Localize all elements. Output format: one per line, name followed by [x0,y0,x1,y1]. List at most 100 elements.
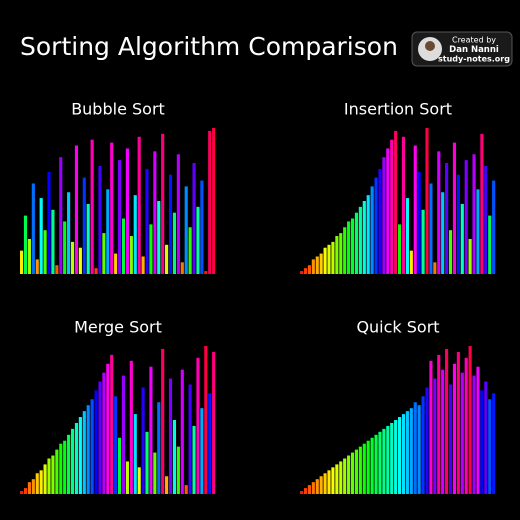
bar [464,160,468,274]
bar [184,186,188,274]
bar [382,428,386,494]
bar [106,363,110,494]
bar [386,425,390,494]
bar [417,405,421,494]
bar [354,212,359,274]
bar [59,157,63,274]
bar [343,458,347,494]
bar [441,369,445,494]
bar [188,227,192,274]
bar [300,271,304,274]
bar [196,357,200,494]
bar [145,431,149,494]
bar [141,387,145,494]
bar [413,402,417,494]
bar [394,420,398,494]
bar [212,128,216,274]
bar [327,470,331,494]
bar [82,177,86,274]
bar [347,455,351,494]
bar [23,215,28,274]
bar [452,363,457,494]
page-title: Sorting Algorithm Comparison [20,32,398,61]
bar [137,467,141,494]
bar [55,265,59,274]
bar [145,168,149,274]
bar [70,428,75,494]
bar [165,244,169,274]
bar [180,262,184,274]
bar [118,437,122,494]
bar [86,203,90,274]
bar [82,411,86,494]
bar [47,458,51,494]
bar [133,195,137,274]
bar [121,218,126,274]
bar [47,171,51,274]
bar [118,160,122,274]
bar [157,402,161,494]
bar [378,431,382,494]
bar [59,443,63,494]
bar [55,449,59,494]
bar [204,346,208,494]
bar [137,136,141,274]
bar [74,145,79,274]
bar [180,369,184,494]
bar [421,209,425,274]
bar [311,482,315,494]
bar [200,180,204,274]
bar [121,375,126,494]
bar [445,163,449,274]
bar [110,142,114,274]
credit-name: Dan Nanni [449,45,499,55]
bar [437,354,441,494]
bar [20,491,24,494]
bar [31,479,35,494]
bar [133,414,137,494]
bar [445,348,449,494]
bar [319,476,323,494]
bar [448,384,453,494]
bar [409,408,413,494]
bar [165,476,169,494]
bar [300,491,304,494]
bar [488,215,492,274]
credit-line: Created by [452,36,496,45]
bar [374,177,378,274]
bar [401,136,406,274]
bar [31,183,35,274]
credit-site: study-notes.org [438,55,510,64]
bar [188,384,192,494]
bar [480,133,484,274]
chart-title: Merge Sort [74,318,162,337]
bar [110,354,114,494]
bar [192,163,196,274]
bar [157,201,161,274]
bar [331,467,335,494]
bar [67,434,71,494]
bar [425,387,429,494]
bar [370,437,374,494]
bar [70,241,75,274]
bar [98,381,102,494]
bar [398,224,402,274]
bar [433,262,437,274]
bar [129,360,133,494]
bar [176,446,180,494]
bar [153,151,157,274]
bar [90,139,94,274]
bar [362,443,366,494]
bar [370,186,374,274]
bar [350,218,355,274]
bar [413,145,417,274]
bar [43,230,47,274]
bar [98,165,102,274]
bar [172,212,177,274]
bar [39,470,43,494]
bar [421,396,425,494]
bar [448,230,453,274]
bar [303,268,308,274]
bar [339,233,343,274]
bar [149,366,153,494]
